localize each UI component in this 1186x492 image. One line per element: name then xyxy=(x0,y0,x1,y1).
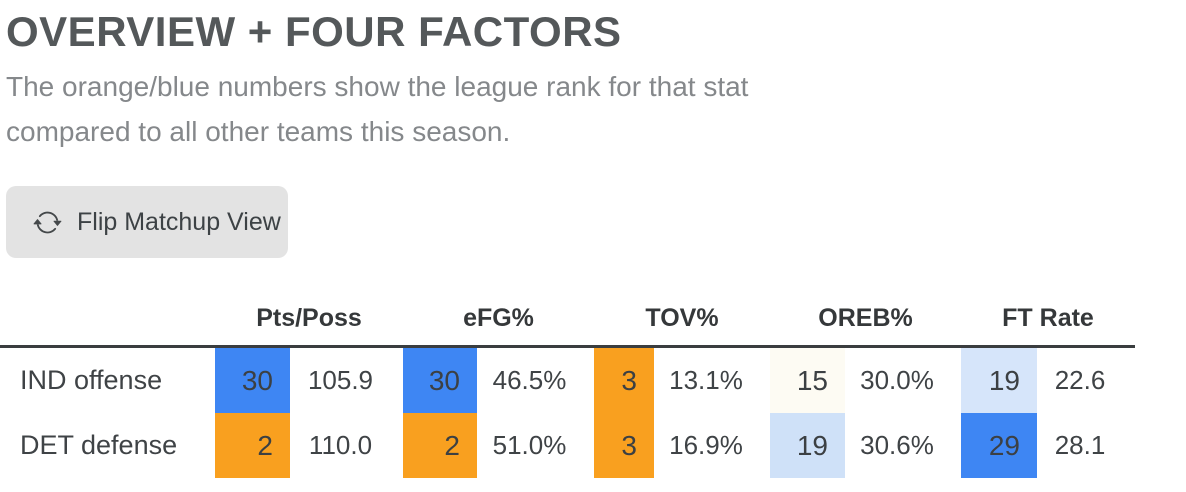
table-row-ind-offense: IND offense 30 105.9 30 46.5% 3 13.1% 15… xyxy=(0,348,1135,413)
column-header-pts-poss: Pts/Poss xyxy=(256,304,362,332)
row-label: DET defense xyxy=(20,430,178,460)
subtitle-line-2: compared to all other teams this season. xyxy=(6,116,511,147)
rank-cell: 15 xyxy=(770,348,845,413)
page-title: OVERVIEW + FOUR FACTORS xyxy=(6,8,622,55)
rank-cell: 2 xyxy=(403,413,477,478)
subtitle-line-1: The orange/blue numbers show the league … xyxy=(6,71,749,102)
flip-matchup-view-button[interactable]: Flip Matchup View xyxy=(6,186,288,258)
column-header-oreb: OREB% xyxy=(818,304,913,332)
stat-value: 28.1 xyxy=(1054,430,1106,460)
flip-button-label: Flip Matchup View xyxy=(77,207,281,236)
rank-cell: 2 xyxy=(215,413,290,478)
row-label: IND offense xyxy=(20,365,163,395)
rank-cell: 19 xyxy=(961,348,1037,413)
stat-value: 13.1% xyxy=(669,365,743,395)
rank-cell: 30 xyxy=(403,348,477,413)
rank-cell: 19 xyxy=(770,413,845,478)
stat-value: 105.9 xyxy=(307,365,374,395)
stat-value: 22.6 xyxy=(1054,365,1106,395)
four-factors-table: Pts/Poss eFG% TOV% OREB% FT Rate IND off… xyxy=(0,292,1135,478)
stat-value: 30.0% xyxy=(860,365,934,395)
stat-value: 110.0 xyxy=(308,430,373,460)
rank-cell: 3 xyxy=(594,413,654,478)
stat-value: 30.6% xyxy=(860,430,934,460)
table-header-row: Pts/Poss eFG% TOV% OREB% FT Rate xyxy=(0,292,1135,348)
column-header-ft-rate: FT Rate xyxy=(1002,304,1094,332)
stat-value: 16.9% xyxy=(669,430,743,460)
stat-value: 51.0% xyxy=(492,430,567,460)
rank-cell: 3 xyxy=(594,348,654,413)
rank-cell: 30 xyxy=(215,348,290,413)
refresh-icon xyxy=(33,208,62,237)
column-header-efg: eFG% xyxy=(463,304,534,332)
stat-value: 46.5% xyxy=(492,365,567,395)
page-subtitle: The orange/blue numbers show the league … xyxy=(6,64,748,154)
column-header-tov: TOV% xyxy=(645,304,719,332)
table-row-det-defense: DET defense 2 110.0 2 51.0% 3 16.9% 19 3… xyxy=(0,413,1135,478)
rank-cell: 29 xyxy=(961,413,1037,478)
